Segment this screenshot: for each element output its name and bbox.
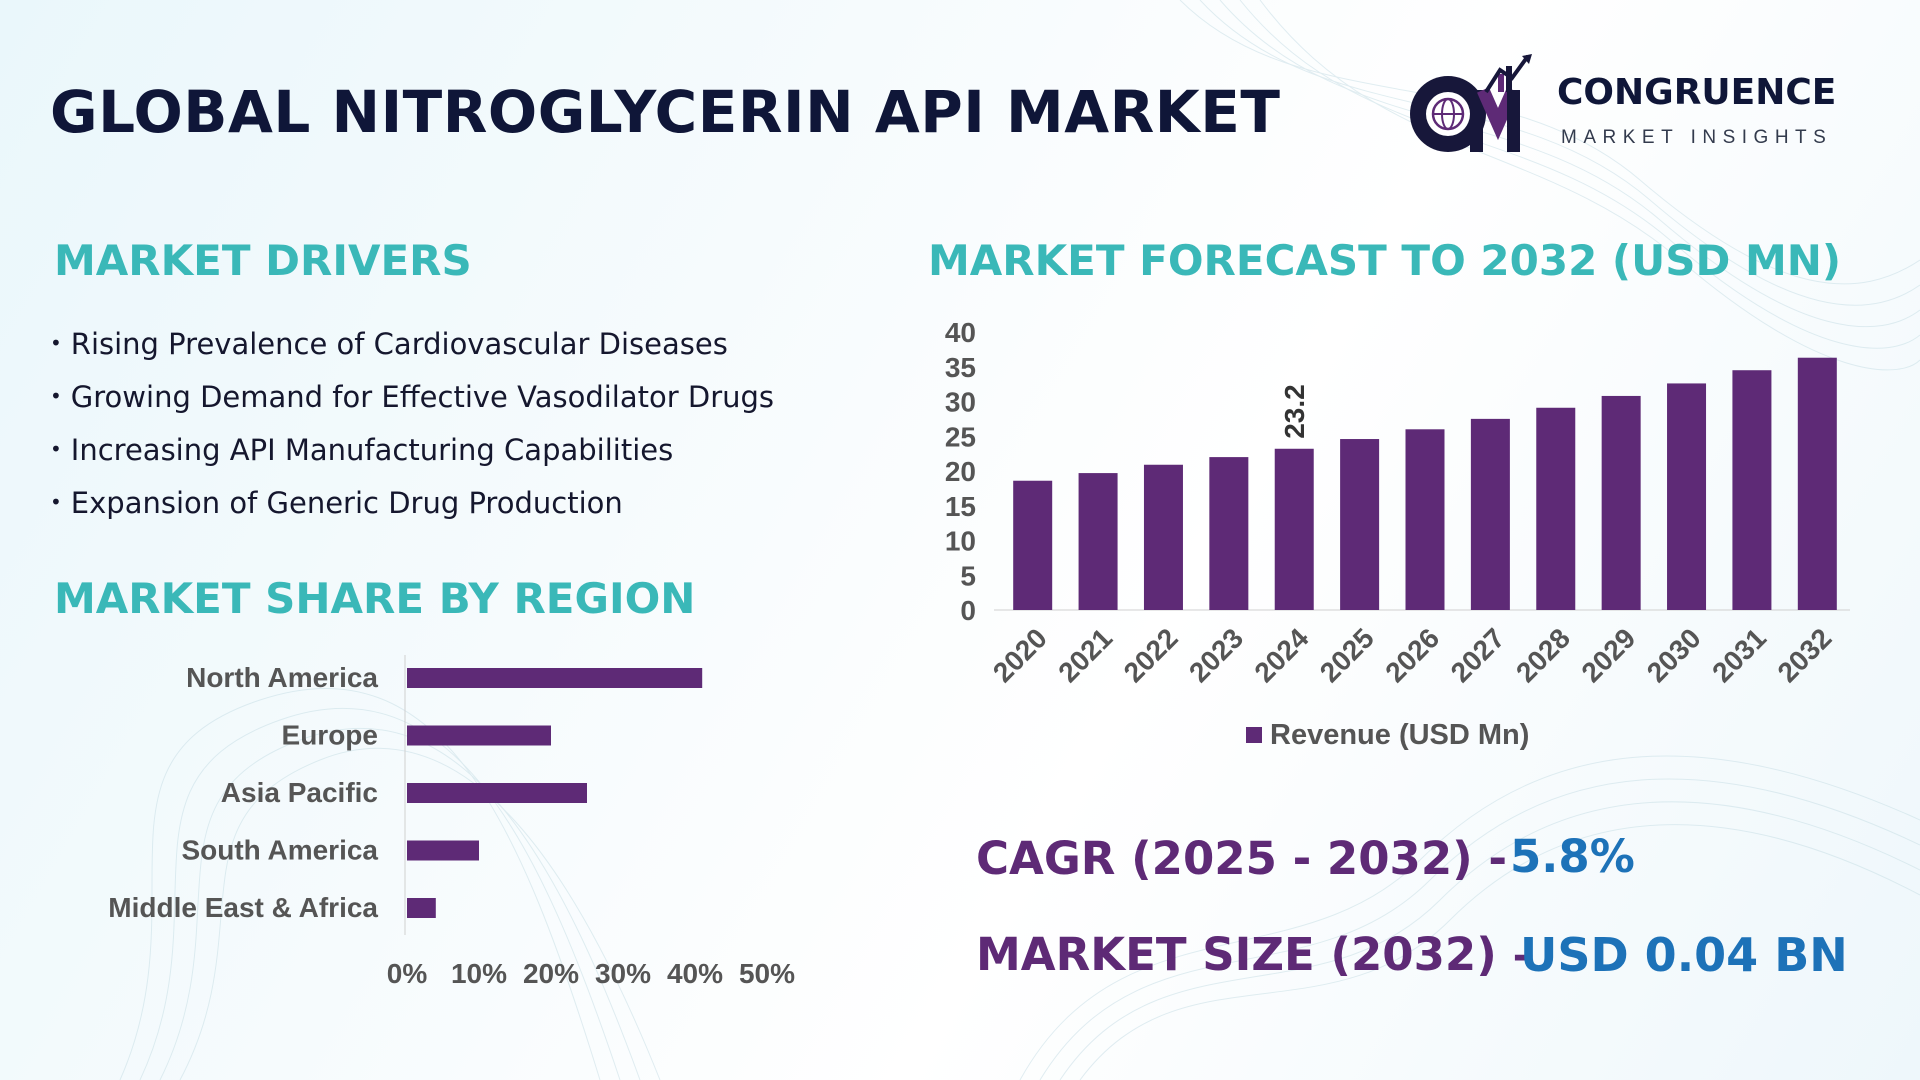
region-category-label: South America — [181, 835, 378, 866]
forecast-bar — [1797, 357, 1837, 610]
market-drivers-heading: MARKET DRIVERS — [54, 236, 472, 285]
region-share-bar — [407, 668, 703, 688]
forecast-bar — [1470, 418, 1510, 610]
driver-item: Expansion of Generic Drug Production — [50, 481, 774, 534]
logo-name: CONGRUENCE — [1557, 72, 1837, 113]
page-title: GLOBAL NITROGLYCERIN API MARKET — [50, 78, 1281, 146]
market-size-value: USD 0.04 BN — [1520, 928, 1848, 982]
region-share-bar — [407, 898, 436, 918]
forecast-y-tick-label: 0 — [960, 595, 976, 626]
region-x-tick-label: 20% — [523, 958, 579, 989]
driver-item: Growing Demand for Effective Vasodilator… — [50, 375, 774, 428]
forecast-bar — [1536, 407, 1576, 610]
forecast-data-label: 23.2 — [1279, 384, 1310, 439]
cagr-label: CAGR (2025 - 2032) - — [976, 832, 1508, 885]
region-x-tick-label: 30% — [595, 958, 651, 989]
forecast-bar — [1405, 429, 1445, 610]
region-category-label: North America — [186, 662, 378, 693]
forecast-x-tick-label: 2029 — [1575, 622, 1641, 688]
region-share-bar — [407, 840, 479, 861]
logo-tagline: MARKET INSIGHTS — [1561, 127, 1833, 148]
company-logo: CONGRUENCE MARKET INSIGHTS — [1400, 52, 1880, 162]
market-size-label: MARKET SIZE (2032) – — [976, 928, 1535, 981]
forecast-x-tick-label: 2021 — [1052, 622, 1118, 688]
forecast-x-tick-label: 2032 — [1772, 622, 1838, 688]
forecast-y-tick-label: 15 — [945, 491, 976, 522]
forecast-y-tick-label: 30 — [945, 387, 976, 418]
forecast-y-tick-label: 25 — [945, 421, 976, 452]
region-x-tick-label: 0% — [387, 958, 428, 989]
drivers-list: Rising Prevalence of Cardiovascular Dise… — [50, 322, 774, 534]
region-x-tick-label: 40% — [667, 958, 723, 989]
forecast-heading: MARKET FORECAST TO 2032 (USD MN) — [928, 236, 1842, 285]
forecast-bar — [1143, 464, 1183, 610]
forecast-bar — [1274, 448, 1314, 610]
cagr-value: 5.8% — [1510, 830, 1635, 883]
region-category-label: Europe — [282, 720, 378, 751]
forecast-x-tick-label: 2031 — [1706, 622, 1772, 688]
region-share-bar — [407, 725, 551, 746]
forecast-x-tick-label: 2020 — [987, 622, 1053, 688]
forecast-y-tick-label: 10 — [945, 526, 976, 557]
forecast-legend-label: Revenue (USD Mn) — [1270, 719, 1529, 751]
region-category-label: Asia Pacific — [221, 777, 378, 808]
driver-item: Rising Prevalence of Cardiovascular Dise… — [50, 322, 774, 375]
forecast-bar — [1209, 457, 1249, 610]
forecast-bar — [1013, 480, 1053, 610]
region-share-heading: MARKET SHARE BY REGION — [54, 574, 696, 623]
forecast-x-tick-label: 2022 — [1118, 622, 1184, 688]
forecast-legend-swatch — [1246, 727, 1262, 743]
region-share-bar — [407, 783, 587, 803]
forecast-x-tick-label: 2028 — [1510, 622, 1576, 688]
forecast-bar — [1340, 439, 1380, 610]
region-x-tick-label: 50% — [739, 958, 795, 989]
forecast-x-tick-label: 2024 — [1249, 622, 1315, 688]
forecast-bar — [1601, 395, 1641, 610]
region-category-label: Middle East & Africa — [108, 892, 378, 923]
forecast-x-tick-label: 2030 — [1641, 622, 1707, 688]
forecast-x-tick-label: 2027 — [1445, 622, 1511, 688]
forecast-y-tick-label: 20 — [945, 456, 976, 487]
forecast-y-tick-label: 35 — [945, 352, 976, 383]
forecast-y-tick-label: 40 — [945, 317, 976, 348]
forecast-x-tick-label: 2025 — [1314, 622, 1380, 688]
forecast-y-tick-label: 5 — [960, 560, 976, 591]
forecast-x-tick-label: 2023 — [1183, 622, 1249, 688]
forecast-bar — [1078, 473, 1118, 610]
forecast-bar — [1732, 370, 1772, 610]
forecast-x-tick-label: 2026 — [1379, 622, 1445, 688]
driver-item: Increasing API Manufacturing Capabilitie… — [50, 428, 774, 481]
region-x-tick-label: 10% — [451, 958, 507, 989]
forecast-bar — [1667, 383, 1707, 610]
logo-mark-icon — [1410, 54, 1532, 152]
